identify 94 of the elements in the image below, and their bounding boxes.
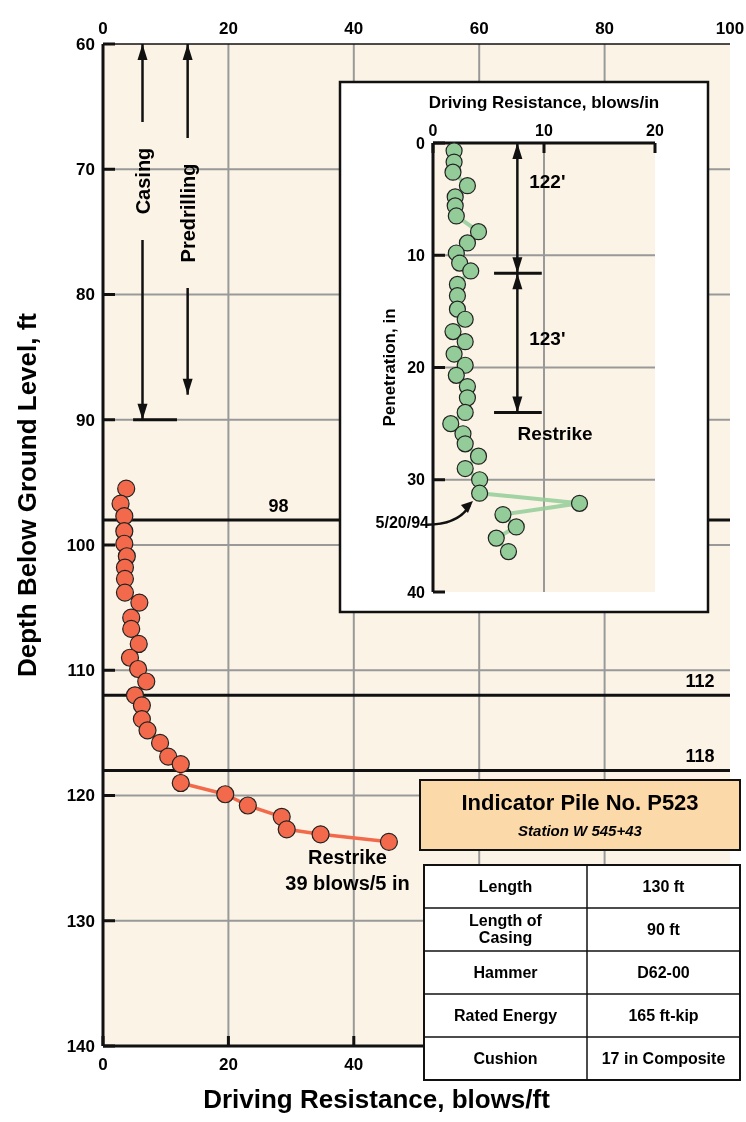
annotation: Restrike <box>517 423 593 445</box>
point <box>570 494 589 512</box>
x-tick-label: 10 <box>535 122 553 139</box>
point <box>447 366 465 384</box>
annotation: Restrike 39 blows/5 in <box>285 845 410 894</box>
point <box>130 593 149 612</box>
y-tick-label: 90 <box>76 410 95 430</box>
annotation: 123' <box>529 328 566 350</box>
x-tick-label: 20 <box>646 122 664 139</box>
text: Cushion <box>473 1049 538 1067</box>
point <box>499 542 518 561</box>
point <box>456 310 474 328</box>
point <box>445 345 463 363</box>
y-axis-title: Depth Below Ground Level, ft <box>12 312 42 678</box>
y-tick-label: 70 <box>76 160 95 180</box>
annotation: Hammer <box>473 963 538 981</box>
annotation: 90 ft <box>647 920 681 938</box>
annotation: Predrilling <box>176 163 199 263</box>
annotation: Casing <box>131 147 154 215</box>
y-tick-label: 30 <box>407 471 426 489</box>
x-tick-label: 0 <box>98 1055 108 1074</box>
y-axis-title: Penetration, in <box>380 308 399 427</box>
point <box>171 773 190 793</box>
point <box>137 672 156 691</box>
text: Indicator Pile No. P523 <box>461 790 699 815</box>
y-tick-label: 100 <box>66 535 95 555</box>
point <box>444 322 462 341</box>
x2-tick-label: 80 <box>595 19 615 38</box>
ref-line-label: 98 <box>268 495 289 516</box>
point <box>115 583 135 602</box>
y-tick-label: 80 <box>76 285 95 305</box>
point <box>487 529 505 547</box>
annotation: Rated Energy <box>453 1006 558 1024</box>
point <box>138 721 157 740</box>
point <box>456 435 474 453</box>
annotation: Length <box>478 877 533 895</box>
y-tick-label: 0 <box>416 134 426 152</box>
y-tick-label: 40 <box>407 583 426 601</box>
point <box>171 755 190 774</box>
point <box>159 747 178 766</box>
x2-tick-label: 0 <box>98 19 108 38</box>
text: 17 in Composite <box>601 1049 726 1067</box>
point <box>238 796 257 815</box>
x-axis-title: Driving Resistance, blows/ft <box>203 1084 551 1114</box>
x-tick-label: 0 <box>428 122 438 139</box>
point <box>456 403 474 421</box>
point <box>150 733 170 752</box>
x2-tick-label: 100 <box>715 19 745 38</box>
annotation: 130 ft <box>642 877 686 895</box>
point <box>456 333 474 351</box>
point <box>462 262 480 280</box>
y-tick-label: 20 <box>407 359 426 377</box>
y-tick-label: 10 <box>407 246 426 264</box>
x2-tick-label: 60 <box>469 19 489 38</box>
point <box>311 825 330 844</box>
ref-line-label: 118 <box>685 746 715 767</box>
point <box>447 207 465 225</box>
point <box>379 832 399 851</box>
y-tick-label: 60 <box>76 34 95 54</box>
point <box>458 234 477 252</box>
ref-line-label: 112 <box>685 671 715 692</box>
point <box>471 484 489 502</box>
x2-tick-label: 20 <box>218 19 238 38</box>
point <box>442 415 460 433</box>
text: Station W 545+43 <box>518 822 643 839</box>
point <box>469 223 488 241</box>
point <box>494 505 512 524</box>
y-tick-label: 130 <box>66 911 95 931</box>
x-axis-title: Driving Resistance, blows/in <box>428 93 660 112</box>
point <box>216 785 235 804</box>
point <box>122 619 141 639</box>
annotation: D62-00 <box>637 963 690 981</box>
point <box>451 254 469 272</box>
point <box>507 518 525 536</box>
point <box>458 389 477 407</box>
annotation: 122' <box>529 170 566 192</box>
point <box>115 507 134 526</box>
point <box>444 163 462 181</box>
y-tick-label: 110 <box>67 661 95 681</box>
point <box>129 659 148 679</box>
annotation: Length of Casing <box>469 912 543 946</box>
point <box>458 177 477 195</box>
y-tick-label: 140 <box>66 1036 95 1056</box>
annotation: 5/20/94 <box>375 514 430 532</box>
point <box>456 459 474 478</box>
point <box>117 479 136 498</box>
annotation: 165 ft-kip <box>628 1006 699 1024</box>
point <box>469 447 488 465</box>
point <box>277 820 296 839</box>
x-tick-label: 20 <box>218 1055 238 1074</box>
x-tick-label: 40 <box>344 1055 364 1074</box>
y-tick-label: 120 <box>66 786 95 806</box>
point <box>129 634 148 654</box>
x2-tick-label: 40 <box>344 19 364 38</box>
